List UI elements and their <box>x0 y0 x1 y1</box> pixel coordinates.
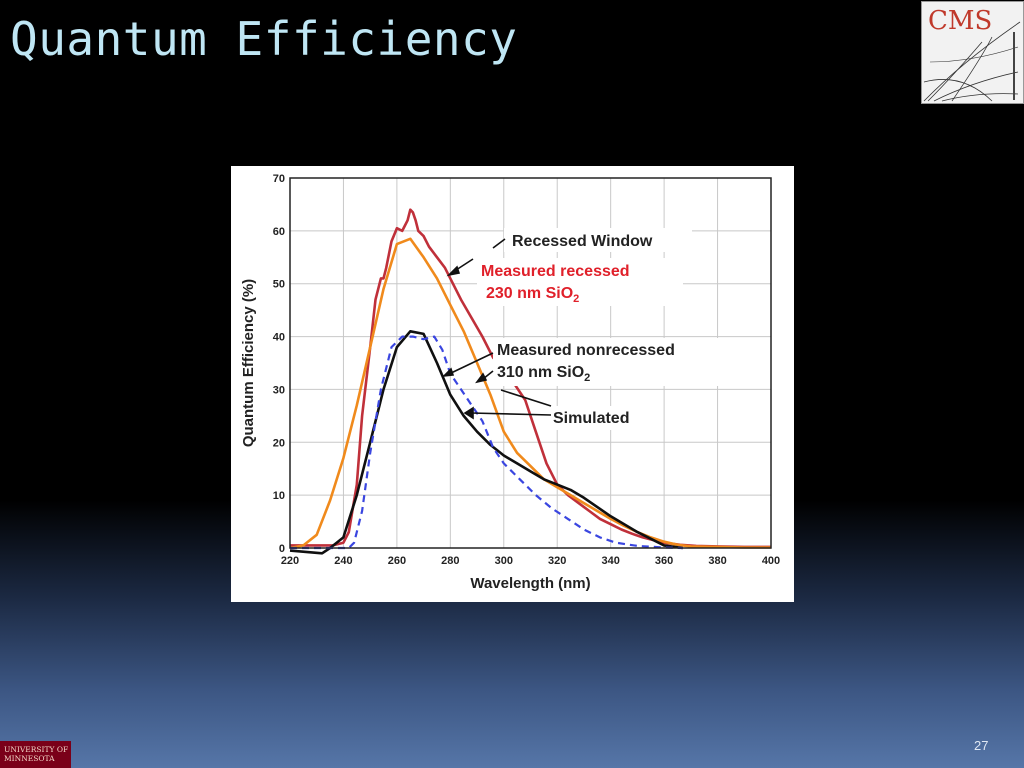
annotation-measured-nonrecessed-2-text: 310 nm SiO <box>497 364 584 381</box>
x-tick-label: 320 <box>548 555 566 567</box>
x-tick-label: 220 <box>281 555 299 567</box>
x-tick-label: 280 <box>441 555 459 567</box>
y-tick-label: 0 <box>279 543 285 555</box>
slide-number: 27 <box>974 738 989 753</box>
umn-logo: University of Minnesota <box>0 741 71 768</box>
annotation-recessed-window: Recessed Window <box>512 233 653 250</box>
arrowhead-measured-recessed <box>446 265 461 277</box>
arrowhead-nonrecessed-orange <box>475 372 488 384</box>
x-tick-label: 260 <box>388 555 406 567</box>
x-tick-label: 340 <box>601 555 619 567</box>
annotation-measured-recessed-1: Measured recessed <box>481 263 630 280</box>
slide-title: Quantum Efficiency <box>10 12 518 66</box>
annotation-measured-nonrecessed-2: 310 nm SiO2 <box>497 364 590 384</box>
series-line <box>289 330 683 555</box>
qe-chart: 220 240 260 280 300 320 340 360 380 4000102030405… <box>240 173 780 592</box>
x-tick-label: 360 <box>655 555 673 567</box>
x-axis-label: Wavelength (nm) <box>470 575 590 592</box>
cms-logo-tracks-icon <box>923 21 1021 102</box>
y-tick-label: 40 <box>273 332 285 344</box>
chart-ticks: 220 240 260 280 300 320 340 360 380 4000102030405… <box>273 173 780 567</box>
annotation-box-measured-recessed <box>477 258 683 306</box>
y-tick-label: 20 <box>273 437 285 449</box>
annotation-measured-nonrecessed-2-sub: 2 <box>584 372 590 384</box>
y-tick-label: 70 <box>273 173 285 185</box>
chart-series <box>289 208 771 555</box>
series-line <box>289 237 771 550</box>
y-tick-label: 60 <box>273 226 285 238</box>
y-tick-label: 10 <box>273 490 285 502</box>
plot-frame <box>289 177 772 549</box>
annotation-box-simulated <box>551 406 651 430</box>
x-tick-label: 240 <box>334 555 352 567</box>
annotation-simulated: Simulated <box>553 410 629 427</box>
y-tick-label: 50 <box>273 279 285 291</box>
x-tick-label: 400 <box>762 555 780 567</box>
arrowhead-nonrecessed-black <box>441 367 455 378</box>
x-tick-label: 300 <box>495 555 513 567</box>
y-tick-label: 30 <box>273 384 285 396</box>
series-line <box>290 208 771 549</box>
annotation-arrows <box>441 238 552 420</box>
arrow-simulated-lower <box>470 412 552 416</box>
annotation-box-recessed <box>504 228 692 252</box>
arrow-nonrecessed-black <box>448 352 494 375</box>
annotation-measured-recessed-2: 230 nm SiO2 <box>486 285 579 305</box>
cms-logo: CMS <box>921 1 1024 104</box>
cms-logo-text: CMS <box>928 6 993 36</box>
annotation-box-measured-nonrecessed <box>493 338 721 386</box>
arrow-recessed-window <box>492 238 506 249</box>
annotation-measured-recessed-2-text: 230 nm SiO <box>486 285 573 302</box>
chart-figure: 220 240 260 280 300 320 340 360 380 400 0 10 20 30 40 5… <box>231 166 794 602</box>
y-axis-label: Quantum Efficiency (%) <box>240 279 257 447</box>
annotation-measured-nonrecessed-1: Measured nonrecessed <box>497 342 675 359</box>
annotation-measured-recessed-2-sub: 2 <box>573 293 579 305</box>
arrow-simulated-upper <box>500 389 552 407</box>
x-tick-label: 380 <box>708 555 726 567</box>
arrowhead-simulated <box>463 406 474 420</box>
